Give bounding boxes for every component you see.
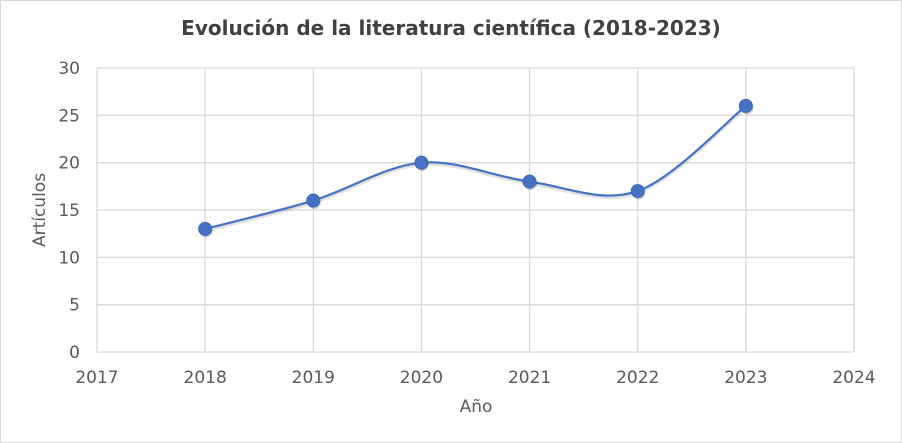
x-tick-label: 2019 — [292, 368, 335, 388]
y-tick-label: 20 — [58, 154, 80, 174]
y-tick-label: 15 — [58, 201, 80, 221]
y-axis-title: Artículos — [30, 173, 50, 247]
data-point-2021 — [522, 174, 537, 189]
data-point-2023 — [738, 98, 753, 113]
data-point-2019 — [306, 193, 321, 208]
data-point-2022 — [630, 184, 645, 199]
y-tick-label: 30 — [58, 59, 80, 79]
y-tick-label: 0 — [69, 343, 80, 363]
x-tick-label: 2017 — [75, 368, 118, 388]
x-tick-labels: 2017 2018 2019 2020 2021 2022 2023 2024 — [75, 368, 875, 388]
y-tick-label: 10 — [58, 248, 80, 268]
y-tick-label: 25 — [58, 106, 80, 126]
data-point-2018 — [198, 221, 213, 236]
x-tick-label: 2022 — [616, 368, 659, 388]
x-tick-label: 2024 — [832, 368, 875, 388]
series-line-shadow — [204, 106, 747, 233]
x-tick-label: 2023 — [724, 368, 767, 388]
x-tick-label: 2020 — [400, 368, 443, 388]
chart-title: Evolución de la literatura científica (2… — [181, 16, 721, 40]
x-tick-label: 2018 — [184, 368, 227, 388]
y-tick-labels: 0 5 10 15 20 25 30 — [58, 59, 80, 363]
data-point-2020 — [414, 155, 429, 170]
series-line — [204, 105, 747, 230]
series-articulos — [198, 98, 754, 238]
y-tick-label: 5 — [69, 296, 80, 316]
grid — [96, 67, 855, 353]
x-axis-title: Año — [460, 397, 493, 417]
x-tick-label: 2021 — [508, 368, 551, 388]
